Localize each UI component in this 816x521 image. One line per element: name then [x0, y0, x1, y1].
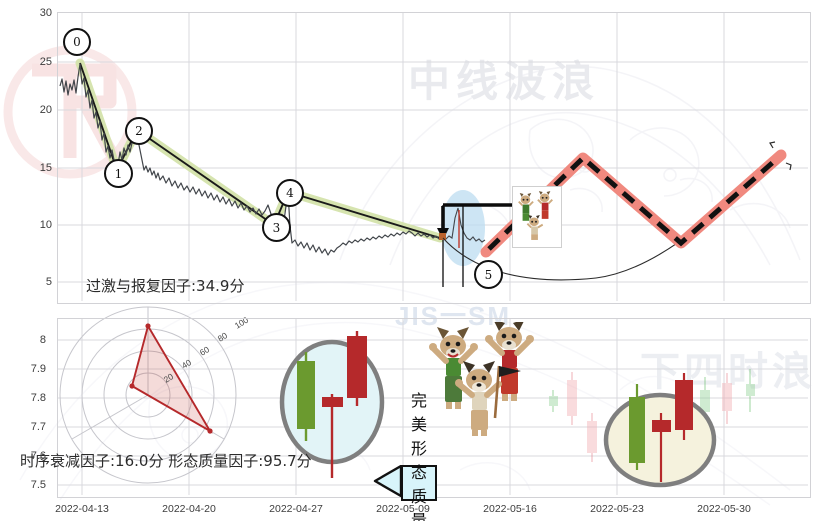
candle-red-tall-left — [347, 331, 367, 406]
price-spike-cluster — [441, 207, 486, 243]
candle-green-right — [629, 384, 645, 470]
highlight-circle-left — [279, 331, 385, 478]
target-ticks — [769, 141, 792, 171]
y-tick-top-30: 30 — [39, 7, 52, 19]
wave-label-5[interactable]: 5 — [474, 260, 503, 289]
forecast-dashed-line — [487, 154, 781, 251]
highlight-circle-right — [603, 373, 717, 488]
entry-dot — [439, 233, 446, 240]
y-tick-top-20: 20 — [39, 104, 52, 116]
top-grid — [58, 13, 808, 301]
x-tick-5: 2022-05-16 — [483, 503, 537, 515]
x-tick-6: 2022-05-23 — [590, 503, 644, 515]
radar-area — [130, 323, 213, 434]
y-tick-bot-8.0: 8 — [39, 334, 46, 346]
wave-skeleton — [79, 62, 441, 239]
wave-label-0[interactable]: 0 — [63, 28, 91, 56]
dog-red-small — [537, 191, 553, 219]
candle-red-tall-right — [675, 373, 693, 440]
callout-arrow-icon — [373, 465, 403, 497]
candle-red-small-left — [322, 394, 343, 478]
x-tick-3: 2022-04-27 — [269, 503, 323, 515]
x-tick-7: 2022-05-30 — [697, 503, 751, 515]
y-tick-top-10: 10 — [39, 219, 52, 231]
y-tick-bot-7.8: 7.8 — [30, 392, 46, 404]
radar-vertices — [129, 323, 213, 434]
y-tick-top-25: 25 — [39, 56, 52, 68]
wave-label-3[interactable]: 3 — [262, 213, 291, 242]
wave-label-2[interactable]: 2 — [125, 117, 153, 145]
x-tick-4: 2022-05-09 — [376, 503, 430, 515]
candle-green-left — [297, 352, 315, 441]
wave-label-1[interactable]: 1 — [104, 159, 133, 188]
wave-label-4[interactable]: 4 — [276, 179, 304, 207]
y-tick-top-5: 5 — [45, 276, 52, 288]
dog-tan-small — [526, 215, 544, 240]
bottom-factor-annotation: 时序衰减因子:16.0分 形态质量因子:95.7分 — [20, 452, 312, 470]
y-tick-top-15: 15 — [39, 162, 52, 174]
top-factor-annotation: 过激与报复因子:34.9分 — [86, 277, 245, 295]
celebration-sticker-large — [429, 322, 534, 436]
candle-red-small-right — [652, 413, 671, 482]
dog-tan-large — [455, 361, 521, 436]
x-tick-2: 2022-04-20 — [162, 503, 216, 515]
x-tick-1: 2022-04-13 — [55, 503, 109, 515]
dog-green-small — [518, 193, 534, 221]
y-tick-bot-7.5: 7.5 — [30, 479, 46, 491]
price-line — [59, 63, 443, 256]
y-tick-bot-7.9: 7.9 — [30, 363, 46, 375]
y-tick-bot-7.7: 7.7 — [30, 421, 46, 433]
background-candles — [549, 369, 755, 462]
price-panel — [57, 12, 811, 304]
celebration-sticker-small — [512, 186, 562, 248]
callout-label: 完美形态质量对照 — [401, 391, 438, 521]
y-tick-bot-7.6: 7.6 — [30, 450, 46, 462]
